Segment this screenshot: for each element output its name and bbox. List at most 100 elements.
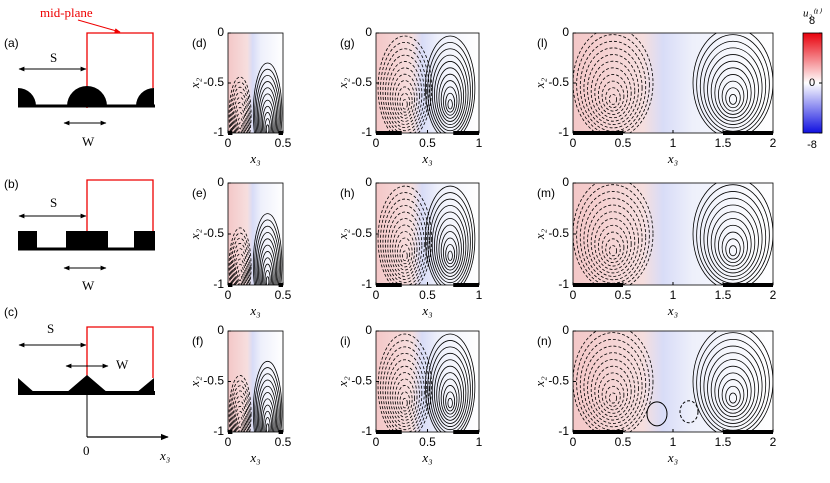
y-tick-label: -1 bbox=[558, 424, 569, 438]
contour-line bbox=[447, 99, 453, 110]
contour-line bbox=[590, 211, 636, 274]
x-tick-label: 1.5 bbox=[715, 288, 732, 302]
contour-line bbox=[377, 333, 433, 432]
contour-line bbox=[380, 41, 430, 133]
x-axis-label: x₃ bbox=[667, 450, 678, 465]
contour-line bbox=[679, 400, 699, 424]
w-label: W bbox=[82, 134, 95, 149]
x-tick-label: 0.5 bbox=[615, 435, 632, 449]
contour-line bbox=[443, 237, 458, 268]
contour-line bbox=[230, 237, 250, 285]
contour-line bbox=[231, 243, 249, 285]
contour-line bbox=[605, 238, 621, 260]
contour-line bbox=[646, 401, 668, 427]
contour-line bbox=[431, 352, 469, 431]
contour-panel: 0 0.5 1 1.5 2 -1 -0.5 0 x₃ x₂ (m) bbox=[532, 175, 777, 318]
contour-line bbox=[259, 244, 276, 285]
y-tick-label: -0.5 bbox=[351, 226, 372, 240]
contour-line bbox=[440, 80, 460, 119]
y-axis-label: x₂ bbox=[335, 376, 350, 388]
contour-line bbox=[234, 107, 246, 133]
contour-line bbox=[710, 359, 756, 421]
contour-line bbox=[608, 93, 618, 105]
contour-line bbox=[728, 245, 738, 257]
x-tick-label: 1 bbox=[670, 288, 677, 302]
x-axis-label: x₃ bbox=[667, 303, 678, 318]
contour-line bbox=[587, 352, 639, 424]
contour-line bbox=[230, 86, 250, 133]
wall bbox=[453, 131, 479, 135]
contour-line bbox=[380, 340, 430, 432]
contour-line bbox=[721, 231, 745, 264]
wall bbox=[573, 131, 623, 135]
contour-line bbox=[601, 80, 625, 112]
wall bbox=[453, 283, 479, 287]
y-tick-label: -1 bbox=[213, 125, 224, 139]
contour-line bbox=[608, 245, 618, 257]
contour-line bbox=[258, 385, 278, 432]
y-tick-label: -1 bbox=[558, 277, 569, 291]
contour-line bbox=[429, 198, 471, 285]
y-tick-label: 0 bbox=[562, 25, 569, 39]
y-tick-label: -0.5 bbox=[548, 374, 569, 388]
contour-line bbox=[594, 67, 632, 119]
contour-line bbox=[583, 47, 643, 129]
y-tick-label: -0.5 bbox=[351, 374, 372, 388]
contour-line bbox=[259, 392, 276, 432]
y-tick-label: -1 bbox=[361, 277, 372, 291]
wall bbox=[573, 430, 623, 434]
contour-line bbox=[392, 73, 418, 122]
wall bbox=[453, 430, 479, 434]
contour-panel: 0 0.5 1 -1 -0.5 0 x₃ x₂ (h) bbox=[335, 175, 483, 318]
panel-label: (f) bbox=[192, 334, 203, 348]
y-tick-label: -0.5 bbox=[203, 75, 224, 89]
y-tick-label: 0 bbox=[365, 323, 372, 337]
contour-line bbox=[252, 62, 283, 133]
mid-plane-label: mid-plane bbox=[40, 5, 93, 20]
contour-line bbox=[605, 87, 621, 109]
contour-line bbox=[710, 60, 756, 122]
contour-line bbox=[728, 93, 738, 105]
contour-line bbox=[725, 87, 741, 109]
contour-line bbox=[402, 250, 408, 262]
contour-line bbox=[231, 390, 249, 432]
x-tick-label: 2 bbox=[770, 288, 777, 302]
contour-line bbox=[377, 35, 433, 133]
w-label: W bbox=[82, 278, 95, 293]
y-tick-label: -0.5 bbox=[203, 374, 224, 388]
y-axis-label: x₂ bbox=[187, 77, 202, 89]
contour-line bbox=[576, 332, 650, 432]
schematic-a: (a) mid-plane S W bbox=[4, 5, 155, 149]
contour-panel: 0 0.5 1 1.5 2 -1 -0.5 0 x₃ x₂ (n) bbox=[532, 323, 777, 465]
contour-line bbox=[434, 61, 467, 129]
y-tick-label: -0.5 bbox=[203, 226, 224, 240]
y-tick-label: -1 bbox=[361, 424, 372, 438]
colorbar-tick-label: 8 bbox=[809, 15, 815, 27]
x-tick-label: 1.5 bbox=[715, 435, 732, 449]
contour-line bbox=[387, 211, 423, 280]
contour-line bbox=[389, 218, 420, 277]
s-label: S bbox=[50, 50, 57, 65]
contour-line bbox=[236, 416, 244, 432]
y-axis-label: x₂ bbox=[532, 77, 547, 89]
origin-label: 0 bbox=[83, 443, 90, 458]
contour-line bbox=[573, 33, 654, 133]
y-tick-label: 0 bbox=[217, 175, 224, 189]
contour-line bbox=[235, 112, 245, 133]
contour-line bbox=[397, 86, 413, 116]
contour-line bbox=[427, 192, 474, 285]
contour-line bbox=[425, 333, 476, 432]
contour-line bbox=[233, 253, 247, 285]
contour-line bbox=[447, 250, 453, 262]
contour-line bbox=[384, 352, 425, 431]
contour-line bbox=[387, 359, 423, 427]
contour-panel: 0 0.5 1 1.5 2 -1 -0.5 0 x₃ x₂ (l) bbox=[532, 25, 777, 166]
panel-label: (i) bbox=[340, 334, 351, 348]
panel-label: (m) bbox=[537, 186, 555, 200]
x-axis-label: x₃ bbox=[421, 450, 432, 465]
contour-line bbox=[255, 373, 280, 432]
contour-line bbox=[436, 218, 465, 277]
panel-label: (g) bbox=[340, 36, 355, 50]
x-axis-label: x₃ bbox=[249, 450, 260, 465]
s-label: S bbox=[47, 321, 54, 336]
